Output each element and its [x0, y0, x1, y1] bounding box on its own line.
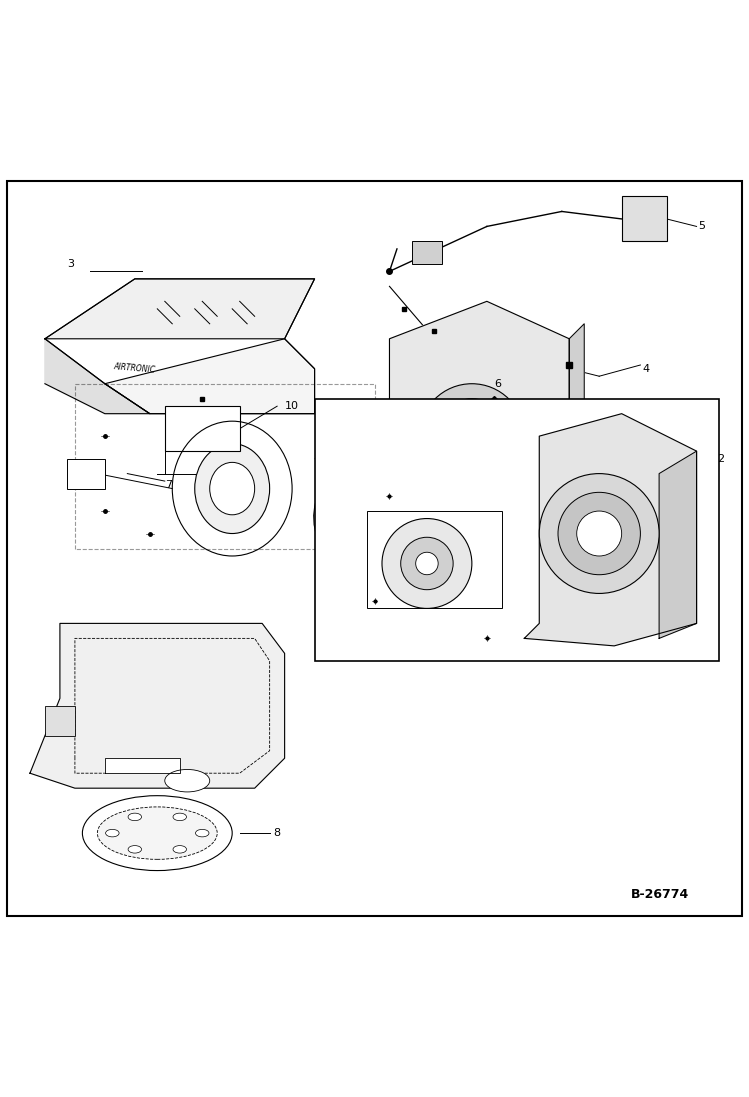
Text: 4: 4	[643, 364, 650, 374]
Bar	[165, 406, 240, 451]
Polygon shape	[659, 451, 697, 638]
Ellipse shape	[401, 538, 453, 590]
Ellipse shape	[210, 462, 255, 514]
Ellipse shape	[82, 795, 232, 871]
Ellipse shape	[337, 493, 367, 530]
Bar	[367, 511, 502, 609]
Polygon shape	[105, 758, 180, 773]
Bar	[45, 705, 75, 736]
Text: 2: 2	[718, 454, 725, 464]
Ellipse shape	[558, 493, 640, 575]
Ellipse shape	[404, 500, 494, 552]
Bar	[315, 398, 719, 660]
Text: 10: 10	[285, 402, 299, 411]
Ellipse shape	[195, 829, 209, 837]
Text: B-26774: B-26774	[631, 887, 689, 901]
Ellipse shape	[539, 474, 659, 593]
Polygon shape	[45, 279, 315, 339]
Text: 8: 8	[273, 828, 281, 838]
Ellipse shape	[449, 414, 494, 459]
Ellipse shape	[128, 813, 142, 821]
Polygon shape	[45, 279, 315, 414]
Polygon shape	[539, 324, 584, 496]
Polygon shape	[30, 623, 285, 788]
Ellipse shape	[423, 511, 476, 541]
Ellipse shape	[173, 846, 187, 853]
Text: 5: 5	[698, 222, 705, 231]
Ellipse shape	[382, 519, 472, 609]
Bar	[412, 241, 442, 264]
Bar	[67, 459, 105, 488]
Bar	[622, 196, 667, 241]
Text: 6: 6	[494, 378, 501, 388]
Text: 9: 9	[431, 558, 438, 568]
Ellipse shape	[416, 552, 438, 575]
Ellipse shape	[419, 384, 524, 488]
Ellipse shape	[577, 511, 622, 556]
Polygon shape	[105, 339, 315, 414]
Ellipse shape	[195, 443, 270, 533]
Ellipse shape	[173, 813, 187, 821]
Ellipse shape	[314, 463, 390, 559]
Polygon shape	[45, 339, 150, 414]
Ellipse shape	[128, 846, 142, 853]
Ellipse shape	[165, 769, 210, 792]
Ellipse shape	[106, 829, 119, 837]
Text: AIRTRONIC: AIRTRONIC	[114, 362, 156, 375]
Ellipse shape	[434, 398, 509, 474]
Polygon shape	[524, 414, 697, 646]
Text: 1: 1	[476, 547, 482, 557]
Text: 7: 7	[165, 479, 172, 490]
Polygon shape	[374, 302, 569, 533]
Text: 3: 3	[67, 259, 74, 269]
Ellipse shape	[97, 807, 217, 859]
